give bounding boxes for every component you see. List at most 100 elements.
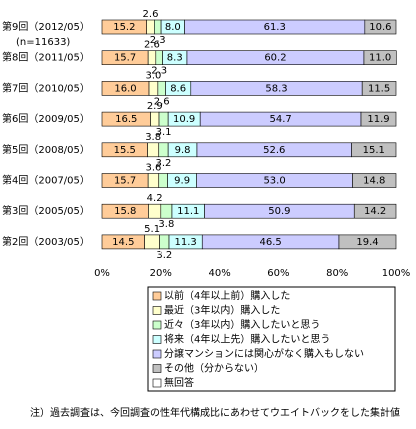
x-tick-label: 80% — [326, 268, 348, 279]
value-label: 8.3 — [167, 53, 183, 64]
bar-segment — [360, 111, 397, 127]
value-label: 60.2 — [264, 53, 286, 64]
bar-segment — [147, 173, 160, 188]
bar-segment — [363, 50, 397, 66]
legend-swatch — [152, 378, 162, 388]
legend-label: 無回答 — [164, 376, 194, 389]
value-label: 2.3 — [151, 66, 167, 77]
value-label: 15.1 — [363, 145, 385, 156]
sample-size: (n=11633) — [16, 37, 70, 48]
value-label: 9.9 — [174, 176, 190, 187]
bar-segment — [159, 234, 170, 250]
bar-segment — [155, 50, 163, 66]
value-label: 15.7 — [114, 176, 136, 187]
value-label: 11.5 — [368, 83, 390, 94]
y-tick-label: 第4回（2007/05） — [2, 174, 90, 187]
legend-label: 将来（4年以上先）購入したいと思う — [164, 333, 330, 346]
legend-label: その他（分からない） — [164, 362, 264, 375]
value-label: 58.3 — [265, 83, 287, 94]
bar-segment — [361, 81, 397, 96]
legend-swatch — [152, 364, 162, 373]
x-tick-label: 20% — [150, 268, 172, 279]
value-label: 8.6 — [170, 83, 186, 94]
x-tick-label: 60% — [267, 268, 289, 279]
bar-segment — [146, 19, 155, 35]
value-label: 15.8 — [114, 206, 136, 217]
value-label: 15.5 — [114, 145, 136, 156]
bar-segment — [351, 142, 397, 158]
value-label: 3.1 — [156, 127, 172, 138]
bar-segment — [158, 142, 169, 158]
bar-segment — [148, 203, 162, 219]
value-label: 10.6 — [369, 22, 391, 33]
value-label: 15.2 — [113, 22, 135, 33]
value-label: 3.6 — [145, 163, 161, 174]
value-label: 54.7 — [269, 114, 291, 125]
value-label: 52.6 — [263, 145, 285, 156]
value-label: 2.9 — [147, 101, 163, 112]
legend-swatch — [152, 320, 162, 330]
value-label: 11.1 — [177, 206, 199, 217]
legend-label: 以前（4年以上前）購入した — [164, 289, 290, 302]
y-tick-label: 第8回（2011/05） — [2, 51, 90, 64]
bar-segment — [150, 111, 160, 127]
legend-label: 分譲マンションには関心がなく購入もしない — [164, 347, 364, 360]
value-label: 53.0 — [263, 176, 285, 187]
value-label: 14.2 — [364, 206, 386, 217]
bar-segment — [364, 19, 397, 35]
value-label: 15.7 — [114, 53, 136, 64]
bar-segment — [353, 203, 397, 219]
legend-swatch — [152, 291, 162, 301]
value-label: 11.3 — [175, 237, 197, 248]
value-label: 2.6 — [143, 9, 159, 20]
legend-swatch — [152, 306, 162, 315]
value-label: 3.8 — [158, 219, 174, 230]
value-label: 50.9 — [268, 206, 290, 217]
bar-segment — [157, 81, 166, 96]
y-tick-label: 第9回（2012/05） — [2, 20, 90, 33]
legend-box — [147, 286, 396, 392]
value-label: 14.5 — [112, 237, 134, 248]
y-tick-label: 第6回（2009/05） — [2, 112, 90, 125]
value-label: 2.6 — [154, 96, 170, 107]
bar-segment — [154, 19, 162, 35]
bar-segment — [338, 234, 397, 250]
y-tick-label: 第2回（2003/05） — [2, 235, 90, 248]
value-label: 9.8 — [175, 145, 191, 156]
y-tick-label: 第3回（2005/05） — [2, 204, 90, 217]
footnote: 注）過去調査は、今回調査の性年代構成比にあわせてウエイトバックをした集計値 — [30, 406, 400, 419]
value-label: 46.5 — [259, 237, 281, 248]
value-label: 3.8 — [145, 132, 161, 143]
value-label: 2.3 — [150, 35, 166, 46]
value-label: 3.2 — [156, 250, 172, 261]
value-label: 4.2 — [147, 193, 163, 204]
bar-segment — [148, 81, 159, 96]
y-tick-label: 第7回（2010/05） — [2, 81, 90, 94]
legend-swatch — [152, 349, 162, 359]
value-label: 3.2 — [155, 158, 171, 169]
bar-segment — [147, 50, 157, 66]
value-label: 14.8 — [363, 176, 385, 187]
value-label: 5.1 — [144, 224, 160, 235]
value-label: 2.6 — [144, 40, 160, 51]
legend-label: 近々（3年以内）購入したいと思う — [164, 318, 320, 331]
value-label: 11.0 — [369, 53, 391, 64]
y-tick-label: 第5回（2008/05） — [2, 143, 90, 156]
bar-segment — [147, 142, 160, 158]
value-label: 16.0 — [114, 83, 136, 94]
bar-segment — [352, 173, 397, 188]
legend-label: 最近（3年以内）購入した — [164, 304, 280, 317]
bar-segment — [158, 111, 169, 127]
x-tick-label: 40% — [208, 268, 230, 279]
bar-segment — [160, 203, 173, 219]
legend-swatch — [152, 335, 162, 344]
value-label: 3.0 — [145, 70, 161, 81]
value-label: 11.9 — [367, 114, 389, 125]
value-label: 61.3 — [264, 22, 286, 33]
value-label: 8.0 — [165, 22, 181, 33]
value-label: 16.5 — [115, 114, 137, 125]
x-tick-label: 0% — [94, 268, 110, 279]
value-label: 19.4 — [356, 237, 378, 248]
value-label: 10.9 — [173, 114, 195, 125]
